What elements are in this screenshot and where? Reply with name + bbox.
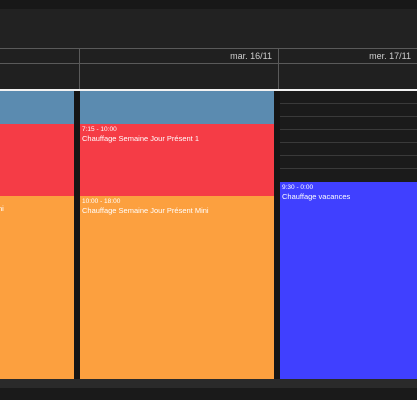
top-strip <box>0 0 417 9</box>
event-title: Chauffage vacances <box>282 192 351 201</box>
footer-strip <box>0 388 417 400</box>
toolbar-band <box>0 9 417 48</box>
grid-line <box>274 116 417 117</box>
grid-line <box>274 129 417 130</box>
all-day-row[interactable] <box>0 64 417 89</box>
day-header-row: mar. 16/11 mer. 17/11 <box>0 48 417 64</box>
header-separator <box>0 89 417 91</box>
event-heating-vacation[interactable]: 9:30 - 0:00 Chauffage vacances <box>280 182 417 379</box>
event-block[interactable] <box>80 91 274 124</box>
event-time: 9:30 - 0:00 <box>282 184 314 191</box>
grid-line <box>274 168 417 169</box>
day-header-wed[interactable]: mer. 17/11 <box>369 51 411 61</box>
event-block[interactable] <box>0 124 74 196</box>
event-block[interactable] <box>0 91 74 124</box>
event-time: 10:00 - 18:00 <box>82 198 121 205</box>
event-time: 7:15 - 10:00 <box>82 126 117 133</box>
event-block[interactable]: ni <box>0 196 74 379</box>
event-title: ni <box>0 204 4 213</box>
event-title: Chauffage Semaine Jour Présent 1 <box>82 134 200 143</box>
column-gutter <box>274 91 280 379</box>
event-title: Chauffage Semaine Jour Présent Mini <box>82 206 209 215</box>
event-heating-present-mini[interactable]: 10:00 - 18:00 Chauffage Semaine Jour Pré… <box>80 196 274 379</box>
grid-line <box>274 155 417 156</box>
day-header-tue[interactable]: mar. 16/11 <box>230 51 272 61</box>
grid-line <box>274 142 417 143</box>
grid-line <box>274 103 417 104</box>
header-divider <box>278 48 279 89</box>
horizontal-scrollbar[interactable] <box>0 379 417 388</box>
event-heating-present-1[interactable]: 7:15 - 10:00 Chauffage Semaine Jour Prés… <box>80 124 274 196</box>
day-header-0[interactable] <box>0 49 80 63</box>
column-gutter <box>74 91 80 379</box>
header-divider <box>79 48 80 89</box>
